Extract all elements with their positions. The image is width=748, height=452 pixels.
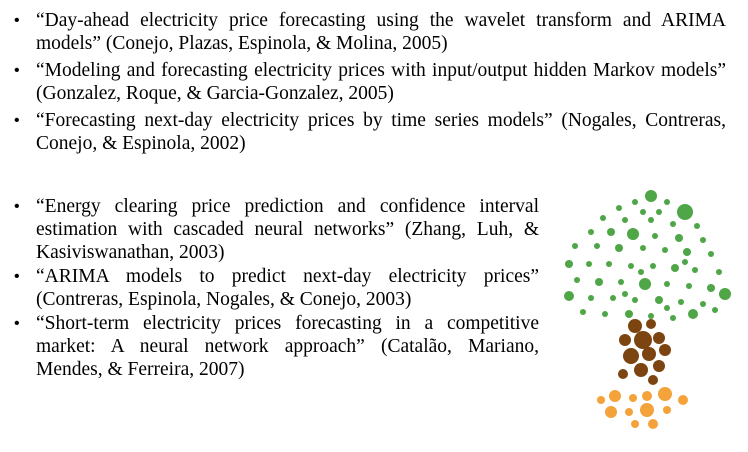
leaf-dot — [664, 199, 670, 205]
leaf-dot — [595, 278, 603, 286]
leaf-dot — [606, 261, 612, 267]
leaf-dot — [700, 237, 706, 243]
trunk-dot — [659, 344, 671, 356]
trunk-dot — [653, 332, 665, 344]
reference-item: “Energy clearing price prediction and co… — [14, 195, 539, 264]
leaf-dot — [652, 233, 658, 239]
leaf-dot — [694, 223, 700, 229]
leaf-dot — [656, 209, 662, 215]
leaf-dot — [628, 263, 634, 269]
leaf-dot — [639, 278, 651, 290]
leaf-dot — [610, 295, 616, 301]
leaf-dot — [625, 310, 633, 318]
trunk-dot — [623, 348, 639, 364]
leaf-dot — [700, 301, 706, 307]
leaf-dot — [664, 281, 670, 287]
leaf-dot — [645, 190, 657, 202]
leaf-dot — [655, 296, 663, 304]
leaf-dot — [683, 248, 691, 256]
reference-item: “Forecasting next-day electricity prices… — [14, 109, 726, 155]
leaf-dot — [707, 284, 715, 292]
leaf-dot — [622, 291, 628, 297]
leaf-dot — [618, 279, 624, 285]
root-dot — [631, 420, 639, 428]
leaf-dot — [675, 234, 683, 242]
leaf-dot — [616, 205, 622, 211]
leaf-dot — [602, 311, 608, 317]
leaf-dot — [662, 247, 668, 253]
trunk-dot — [628, 319, 642, 333]
leaf-dot — [670, 315, 676, 321]
leaf-dot — [615, 244, 623, 252]
reference-item: “Short-term electricity prices forecasti… — [14, 312, 539, 381]
trunk-dot — [634, 363, 648, 377]
leaf-dot — [670, 221, 676, 227]
leaf-dot — [650, 263, 656, 269]
leaf-dot — [586, 261, 592, 267]
leaf-dot — [664, 305, 670, 311]
root-dot — [629, 394, 637, 402]
leaf-dot — [716, 269, 722, 275]
root-dot — [648, 419, 658, 429]
leaf-dot — [640, 245, 646, 251]
root-dot — [663, 406, 671, 414]
leaf-dot — [580, 309, 586, 315]
leaf-dot — [648, 217, 654, 223]
trunk-dot — [653, 360, 665, 372]
trunk-dot — [619, 334, 631, 346]
leaf-dot — [692, 267, 698, 273]
root-dot — [609, 390, 621, 402]
trunk-dot — [646, 319, 656, 329]
reference-item: “ARIMA models to predict next-day electr… — [14, 265, 539, 311]
root-dot — [678, 395, 688, 405]
leaf-dot — [588, 295, 594, 301]
trunk-dot — [648, 375, 658, 385]
leaf-dot — [632, 297, 638, 303]
root-dot — [597, 396, 605, 404]
root-dot — [658, 387, 672, 401]
root-dot — [640, 403, 654, 417]
trunk-dot — [618, 369, 628, 379]
tree-roots — [597, 387, 688, 429]
leaf-dot — [565, 260, 573, 268]
leaf-dot — [564, 291, 574, 301]
leaf-dot — [640, 209, 646, 215]
leaf-dot — [627, 228, 639, 240]
leaf-dot — [607, 228, 615, 236]
trunk-dot — [634, 331, 652, 349]
reference-item: “Modeling and forecasting electricity pr… — [14, 59, 726, 105]
leaf-dot — [682, 259, 688, 265]
leaf-dot — [632, 199, 638, 205]
dot-tree-icon — [564, 190, 731, 429]
leaf-dot — [648, 313, 654, 319]
leaf-dot — [588, 229, 594, 235]
trunk-dot — [642, 347, 656, 361]
reference-list-bottom: “Energy clearing price prediction and co… — [14, 195, 539, 382]
leaf-dot — [574, 277, 580, 283]
root-dot — [605, 406, 617, 418]
leaf-dot — [686, 283, 692, 289]
root-dot — [625, 408, 633, 416]
leaf-dot — [622, 217, 628, 223]
reference-list-top: “Day-ahead electricity price forecasting… — [14, 9, 726, 159]
leaf-dot — [688, 309, 698, 319]
leaf-dot — [677, 204, 693, 220]
tree-leaves — [564, 190, 731, 321]
leaf-dot — [708, 251, 714, 257]
leaf-dot — [572, 243, 578, 249]
root-dot — [642, 391, 652, 401]
reference-item: “Day-ahead electricity price forecasting… — [14, 9, 726, 55]
leaf-dot — [671, 264, 679, 272]
leaf-dot — [638, 269, 644, 275]
leaf-dot — [594, 243, 600, 249]
leaf-dot — [678, 299, 684, 305]
leaf-dot — [712, 307, 718, 313]
leaf-dot — [719, 288, 731, 300]
leaf-dot — [600, 215, 606, 221]
tree-trunk — [618, 319, 671, 385]
